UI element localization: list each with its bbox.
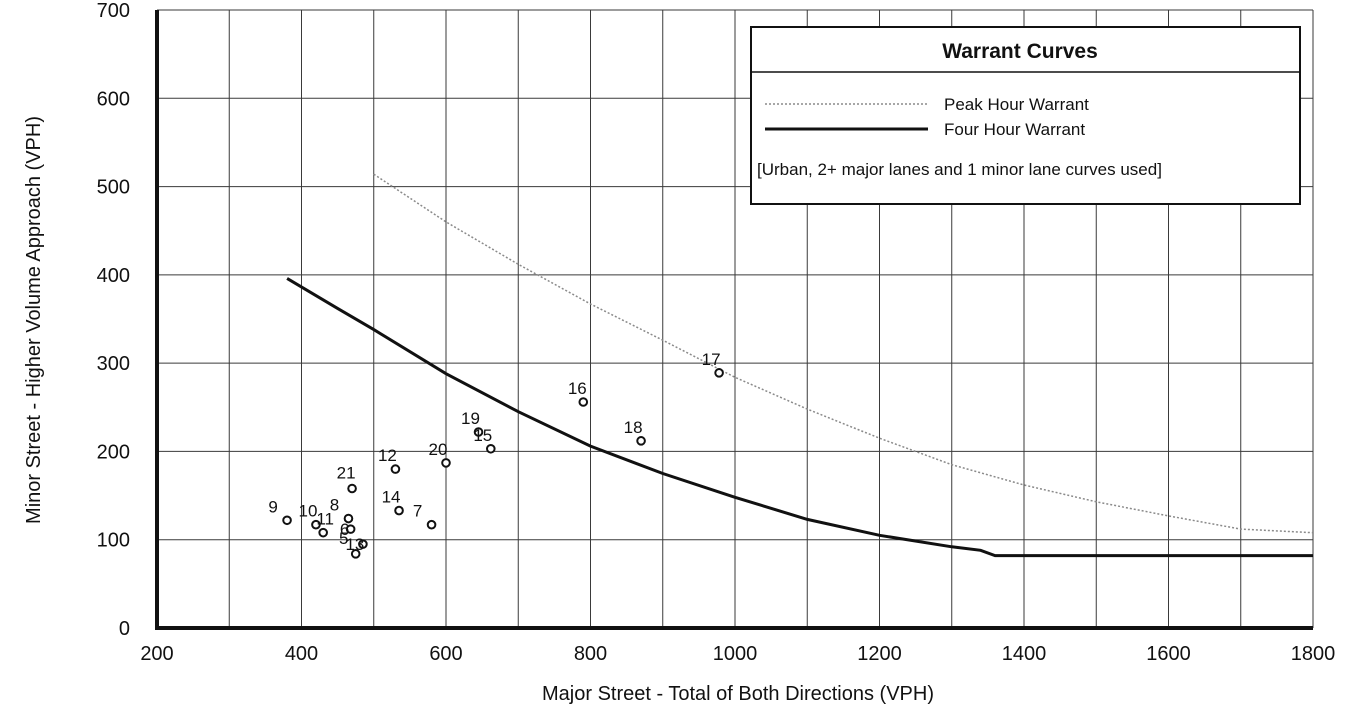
- data-point-14: [394, 505, 404, 516]
- data-point-12: [390, 464, 401, 474]
- data-point-label-13: 13: [345, 535, 364, 554]
- data-point-label-16: 16: [568, 379, 587, 398]
- data-point-label-5: 5: [339, 529, 348, 548]
- data-point-label-7: 7: [413, 502, 422, 521]
- data-point-label-15: 15: [473, 426, 492, 445]
- data-point-15: [485, 443, 496, 454]
- y-tick-label: 100: [97, 530, 130, 552]
- x-tick-label: 400: [285, 643, 318, 665]
- peak-hour-warrant-curve: [373, 173, 1314, 534]
- x-tick-label: 1200: [857, 643, 902, 665]
- y-tick-label: 700: [97, 0, 130, 22]
- y-tick-label: 200: [97, 441, 130, 463]
- data-point-label-6: 6: [340, 520, 349, 539]
- data-point-label-8: 8: [330, 496, 339, 515]
- x-axis-label: Major Street - Total of Both Directions …: [542, 683, 934, 705]
- y-tick-labels: 0 100 200 300 400 500 600 700: [97, 0, 130, 640]
- data-point-16: [578, 397, 589, 407]
- legend-entry-peak-hour: Peak Hour Warrant: [944, 95, 1089, 114]
- legend-entry-four-hour: Four Hour Warrant: [944, 120, 1085, 139]
- data-point-label-21: 21: [337, 464, 356, 483]
- data-point-9: [282, 515, 292, 526]
- data-point-17: [714, 368, 724, 378]
- data-point-label-14: 14: [382, 488, 401, 507]
- y-tick-label: 600: [97, 88, 130, 110]
- x-tick-label: 1000: [713, 643, 758, 665]
- data-point-label-17: 17: [702, 350, 721, 369]
- data-point-label-12: 12: [378, 446, 397, 465]
- data-point-8: [343, 513, 354, 524]
- data-point-20: [441, 458, 451, 468]
- x-tick-labels: 200 400 600 800 1000 1200 1400 1600 1800: [140, 643, 1335, 665]
- data-point-11: [318, 527, 328, 538]
- legend: Warrant Curves Peak Hour Warrant Four Ho…: [750, 26, 1301, 205]
- data-point-label-11: 11: [316, 510, 334, 529]
- x-tick-label: 1800: [1291, 643, 1336, 665]
- y-tick-label: 0: [119, 618, 130, 640]
- warrant-curves: [286, 173, 1314, 558]
- x-tick-label: 200: [140, 643, 173, 665]
- data-point-label-18: 18: [624, 418, 643, 437]
- y-axis-label: Minor Street - Higher Volume Approach (V…: [23, 116, 45, 524]
- data-point-label-19: 19: [461, 409, 480, 428]
- legend-title: Warrant Curves: [942, 40, 1098, 63]
- data-point-21: [347, 483, 357, 494]
- y-tick-label: 300: [97, 353, 130, 375]
- axes: [155, 10, 1313, 630]
- data-point-18: [636, 436, 646, 446]
- data-point-13: [358, 539, 368, 549]
- y-tick-label: 400: [97, 265, 130, 287]
- data-point-5: [350, 549, 361, 559]
- data-point-label-10: 10: [298, 502, 317, 521]
- data-point-19: [473, 427, 484, 437]
- legend-box: [750, 26, 1301, 205]
- x-tick-label: 800: [574, 643, 607, 665]
- data-point-label-9: 9: [268, 497, 277, 516]
- four-hour-warrant-curve: [286, 277, 1313, 558]
- data-point-label-20: 20: [429, 440, 448, 459]
- x-tick-label: 1400: [1002, 643, 1047, 665]
- x-tick-label: 1600: [1146, 643, 1191, 665]
- data-point-6: [345, 524, 356, 534]
- y-tick-label: 500: [97, 177, 130, 199]
- data-point-7: [426, 519, 437, 530]
- data-point-10: [311, 519, 321, 530]
- legend-note: [Urban, 2+ major lanes and 1 minor lane …: [757, 160, 1162, 179]
- x-tick-label: 600: [429, 643, 462, 665]
